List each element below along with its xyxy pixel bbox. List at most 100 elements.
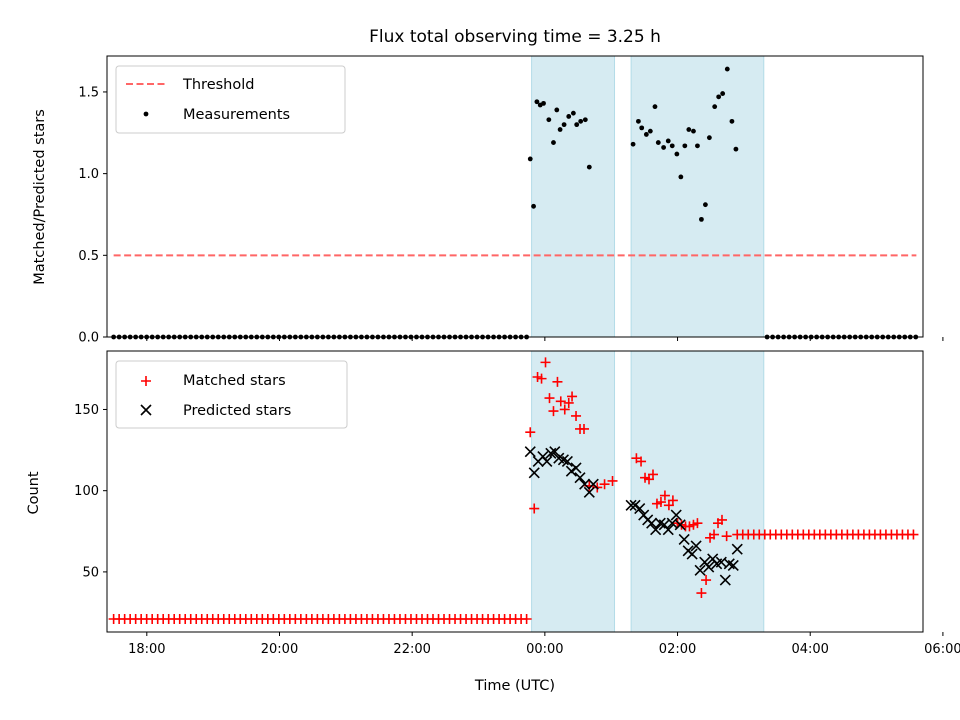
predicted-star-point <box>674 519 686 531</box>
predicted-star-point <box>574 472 586 484</box>
measurement-point <box>534 99 540 105</box>
measurement-point <box>652 104 658 110</box>
predicted-star-point <box>678 533 690 545</box>
matched-star-point <box>655 497 666 508</box>
predicted-star-point <box>528 467 540 479</box>
predicted-star-point <box>719 574 731 586</box>
predicted-star-point <box>549 446 561 458</box>
bottom-y-tick-label: 50 <box>82 565 99 580</box>
matched-legend-swatch <box>141 376 151 386</box>
matched-star-point <box>544 393 555 404</box>
bottom-legend-box <box>115 360 348 429</box>
measurement-point <box>570 110 576 116</box>
predicted-star-point <box>650 524 662 536</box>
x-tick-label: 20:00 <box>261 642 298 657</box>
measurement-point <box>551 140 556 145</box>
matched-star-point <box>578 423 589 434</box>
measurement-point <box>561 122 567 128</box>
x-tick-label: 18:00 <box>128 642 165 657</box>
matched-star-point <box>563 397 574 408</box>
measurement-point <box>733 146 739 152</box>
measurement-point <box>635 118 641 124</box>
top-y-tick-label: 1.5 <box>78 85 99 100</box>
predicted-star-point <box>629 499 641 511</box>
matched-star-point <box>571 410 582 421</box>
bottom-y-tick-label: 150 <box>74 403 99 418</box>
bottom-observing-window-1 <box>531 350 616 633</box>
matched-star-point <box>529 503 540 514</box>
predicted-star-point <box>565 465 577 477</box>
bottom-legend: Matched stars Predicted stars <box>115 360 348 429</box>
measurement-point <box>724 66 730 72</box>
measurement-point <box>665 138 671 144</box>
predicted-star-point <box>670 509 682 521</box>
predicted-star-point <box>524 446 536 458</box>
measurement-point <box>712 104 718 110</box>
top-axes-frame <box>106 55 924 338</box>
matched-star-point <box>696 588 707 599</box>
predicted-star-point <box>583 486 595 498</box>
top-y-tick-label: 0.0 <box>78 331 99 346</box>
x-tick-label: 06:00 <box>924 642 960 657</box>
predicted-star-point <box>694 564 706 576</box>
measurement-point <box>546 117 552 123</box>
matched-star-point <box>548 406 559 417</box>
measurement-point <box>686 127 692 132</box>
matched-star-point <box>540 357 551 368</box>
matched-star-point <box>721 531 732 542</box>
measurement-point <box>729 118 735 124</box>
predicted-star-point <box>587 478 599 490</box>
x-tick-label: 02:00 <box>659 642 696 657</box>
matched-star-point <box>599 479 610 490</box>
threshold-legend-label: Threshold <box>182 77 254 93</box>
matched-star-point <box>555 396 566 407</box>
measurement-point <box>682 143 688 149</box>
bottom-panel: 50 100 150 18:00 20:00 22:00 00:00 02:00 04:00 06… <box>74 350 960 657</box>
predicted-star-point <box>646 517 658 529</box>
matched-star-point <box>709 529 720 540</box>
measurement-point <box>655 140 661 145</box>
matched-star-point <box>521 614 532 625</box>
predicted-star-point <box>579 478 591 490</box>
matched-star-point <box>908 529 919 540</box>
measurement-point <box>678 174 684 180</box>
measurement-point <box>578 118 584 124</box>
top-panel: 0.0 0.5 1.0 1.5 Threshold Measurements <box>78 55 944 346</box>
top-y-tick-label: 0.5 <box>78 249 99 264</box>
measurement-point <box>661 145 667 150</box>
measurement-point <box>557 127 563 132</box>
predicted-legend-label: Predicted stars <box>183 403 291 419</box>
measurement-point <box>574 122 580 128</box>
measurement-point <box>691 128 696 134</box>
matched-star-point <box>552 376 563 387</box>
measurement-point <box>554 107 560 113</box>
measurement-point <box>720 91 726 96</box>
bottom-y-tick-label: 100 <box>74 484 99 499</box>
predicted-star-point <box>703 561 715 573</box>
x-axis-label: Time (UTC) <box>474 678 555 694</box>
matched-star-point <box>659 490 670 501</box>
measurement-point <box>531 203 536 209</box>
top-y-tick-label: 1.0 <box>78 167 99 182</box>
predicted-star-point <box>731 543 743 555</box>
predicted-star-point <box>727 559 739 571</box>
matched-legend-label: Matched stars <box>183 373 286 389</box>
matched-star-point <box>692 518 703 529</box>
predicted-star-point <box>570 462 582 474</box>
predicted-star-point <box>561 455 573 468</box>
top-y-axis-label: Matched/Predicted stars <box>32 109 48 285</box>
bottom-observing-window-2 <box>630 350 765 633</box>
predicted-legend-swatch <box>140 404 152 416</box>
measurement-point <box>695 143 700 149</box>
chart-title: Flux total observing time = 3.25 h <box>369 27 661 47</box>
predicted-star-point <box>662 524 674 536</box>
matched-star-point <box>607 475 618 486</box>
measurement-point <box>639 125 645 131</box>
x-tick-label: 22:00 <box>393 642 430 657</box>
measurement-point <box>566 114 572 119</box>
matched-star-point <box>567 391 578 402</box>
measurement-point <box>716 94 722 100</box>
matched-star-point <box>559 404 570 415</box>
measurement-point <box>630 141 636 147</box>
